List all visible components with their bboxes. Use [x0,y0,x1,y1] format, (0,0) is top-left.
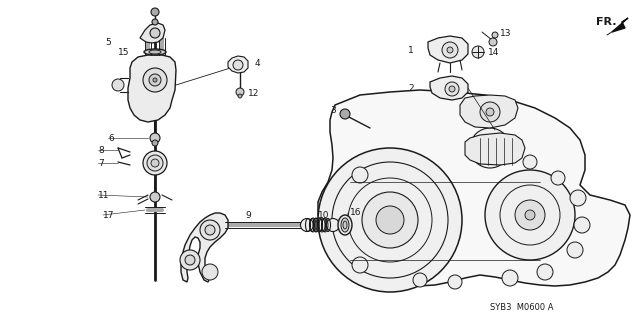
Circle shape [150,133,160,143]
Polygon shape [181,213,228,282]
Circle shape [447,47,453,53]
Text: 5: 5 [105,37,111,46]
Circle shape [150,28,160,38]
Circle shape [147,155,163,171]
Circle shape [523,155,537,169]
Circle shape [151,159,159,167]
Polygon shape [612,18,628,32]
Circle shape [502,270,518,286]
Circle shape [180,250,200,270]
Circle shape [151,8,159,16]
Text: 13: 13 [500,28,512,37]
Text: FR.: FR. [596,17,617,27]
Polygon shape [430,76,468,100]
Polygon shape [318,90,630,286]
Circle shape [149,74,161,86]
Circle shape [352,257,368,273]
Circle shape [362,192,418,248]
Text: SYB3  M0600 A: SYB3 M0600 A [490,303,554,313]
Text: 4: 4 [255,59,261,68]
Circle shape [449,86,455,92]
Text: 14: 14 [488,47,499,57]
Text: 1: 1 [408,45,414,54]
Circle shape [202,264,218,280]
Circle shape [448,275,462,289]
Circle shape [492,32,498,38]
Text: 9: 9 [245,211,251,220]
Circle shape [340,109,350,119]
Text: 2: 2 [408,84,413,92]
Text: 6: 6 [108,133,114,142]
Ellipse shape [144,49,166,55]
Ellipse shape [149,50,161,54]
Circle shape [152,19,158,25]
Circle shape [185,255,195,265]
Text: 17: 17 [103,211,115,220]
Text: 7: 7 [98,158,104,167]
Circle shape [150,192,160,202]
Circle shape [470,128,510,168]
Circle shape [442,42,458,58]
Circle shape [537,264,553,280]
Circle shape [152,140,158,146]
Circle shape [143,151,167,175]
Text: 11: 11 [98,190,110,199]
Circle shape [112,79,124,91]
Circle shape [413,273,427,287]
Circle shape [567,242,583,258]
Ellipse shape [341,218,349,232]
Circle shape [301,219,313,231]
Text: 3: 3 [330,106,336,115]
Polygon shape [140,23,165,43]
Circle shape [525,210,535,220]
Text: 16: 16 [350,207,362,217]
Text: 10: 10 [318,211,329,220]
Polygon shape [228,56,248,73]
Text: 15: 15 [118,47,129,57]
Ellipse shape [343,221,347,229]
Polygon shape [128,55,176,122]
Polygon shape [465,133,525,165]
Circle shape [485,170,575,260]
Circle shape [238,94,242,98]
Text: 8: 8 [98,146,104,155]
Circle shape [445,82,459,96]
Circle shape [318,148,462,292]
Circle shape [480,102,500,122]
Circle shape [200,220,220,240]
Circle shape [153,78,157,82]
Circle shape [472,46,484,58]
Circle shape [233,60,243,70]
Circle shape [143,68,167,92]
Polygon shape [428,36,468,63]
Circle shape [486,108,494,116]
Circle shape [574,217,590,233]
Ellipse shape [338,215,352,235]
Circle shape [515,200,545,230]
Circle shape [376,206,404,234]
Circle shape [551,171,565,185]
Circle shape [327,219,340,231]
Polygon shape [460,95,518,128]
Circle shape [570,190,586,206]
Circle shape [489,38,497,46]
Circle shape [205,225,215,235]
Circle shape [352,167,368,183]
Circle shape [236,88,244,96]
Text: 12: 12 [248,89,259,98]
